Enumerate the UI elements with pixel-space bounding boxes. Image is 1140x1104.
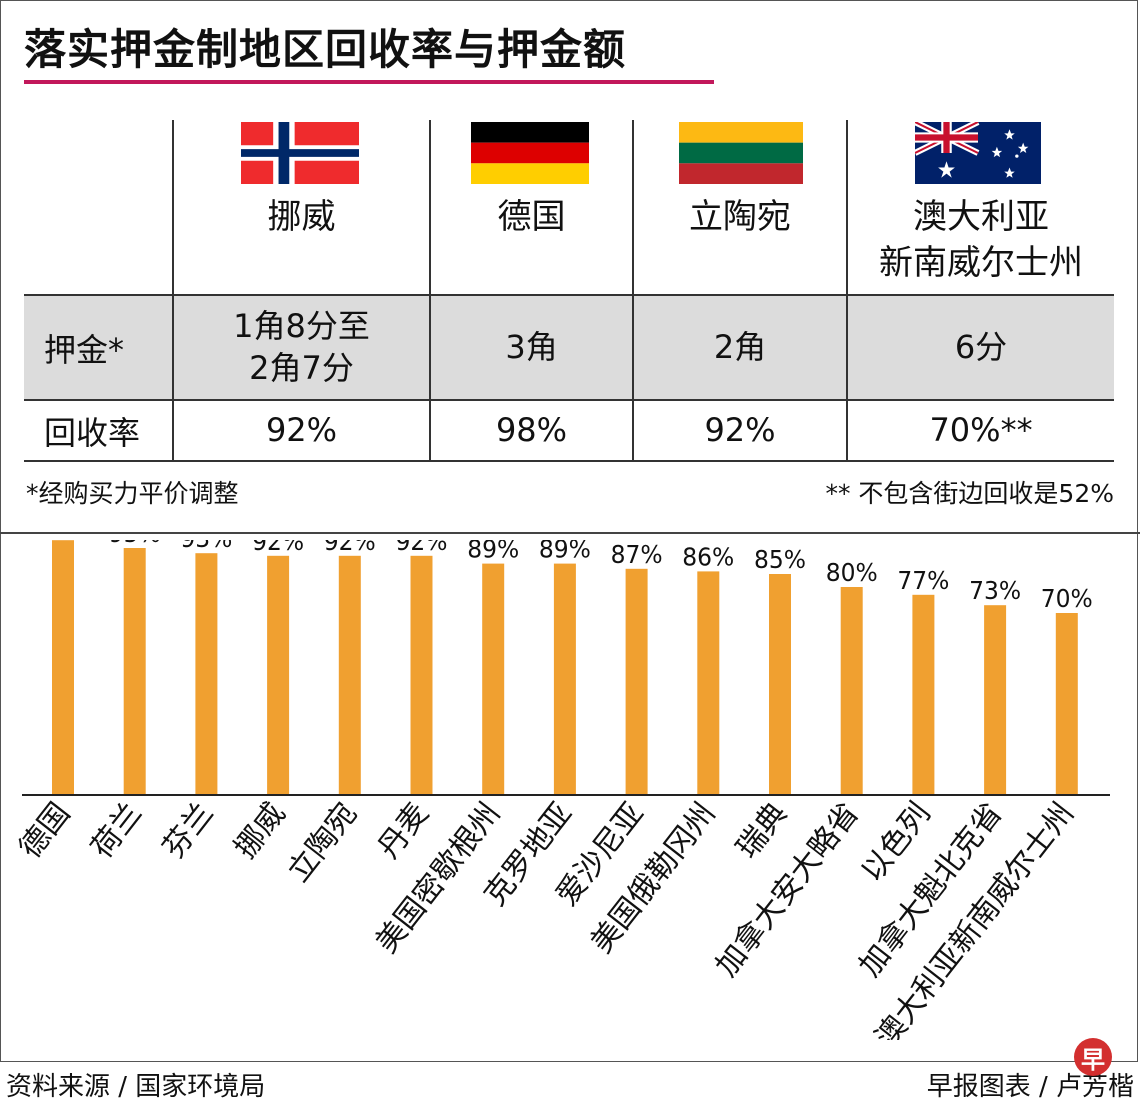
page-title: 落实押金制地区回收率与押金额 (24, 25, 627, 74)
table-rule-top (24, 294, 1114, 296)
title-underline (24, 80, 714, 84)
section-divider (0, 532, 1140, 534)
table-rule-middle (24, 399, 1114, 401)
category-label-2: 芬兰 (156, 796, 221, 865)
bar-11 (840, 587, 863, 795)
country-name-australia-nsw: 澳大利亚 新南威尔士州 (879, 197, 1083, 283)
category-label-5: 丹麦 (371, 796, 436, 865)
value-label-10: 85% (754, 545, 806, 574)
value-label-4: 92% (324, 540, 376, 556)
table-divider (632, 120, 634, 462)
australia-flag-icon (915, 122, 1041, 184)
table-divider (846, 120, 848, 462)
deposit-row-band (24, 296, 1114, 400)
lithuania-flag-icon (679, 122, 803, 184)
value-label-9: 86% (682, 542, 734, 571)
bar-1 (123, 548, 146, 795)
value-label-5: 92% (396, 540, 448, 556)
value-label-2: 93% (180, 540, 232, 553)
bar-7 (553, 563, 576, 795)
country-name-germany: 德国 (497, 197, 566, 237)
value-label-11: 80% (826, 558, 878, 587)
bar-6 (482, 563, 505, 795)
source-credit: 资料来源 / 国家环境局 (6, 1072, 266, 1102)
row-label-recovery-rate: 回收率 (44, 413, 141, 452)
bar-4 (338, 555, 361, 795)
note-excluding-kerbside: ** 不包含街边回收是52% (825, 479, 1114, 508)
recovery-rate-bar-chart: 98%德国95%荷兰93%芬兰92%挪威92%立陶宛92%丹麦89%美国密歇根州… (13, 540, 1110, 1040)
bar-14 (1055, 613, 1078, 795)
value-label-13: 73% (969, 576, 1021, 605)
germany-flag-icon (471, 122, 589, 184)
row-label-deposit: 押金* (44, 331, 125, 369)
rate-cell-australia-nsw: 70%** (929, 410, 1033, 449)
country-name-lithuania: 立陶宛 (689, 197, 791, 237)
note-ppp-adjusted: *经购买力平价调整 (26, 479, 239, 508)
category-label-10: 瑞典 (730, 796, 795, 865)
table-rule-bottom (24, 460, 1114, 462)
norway-flag-icon (241, 122, 359, 184)
bar-12 (912, 594, 935, 795)
value-label-1: 95% (109, 540, 161, 548)
category-label-3: 挪威 (228, 796, 293, 865)
value-label-7: 89% (539, 540, 591, 564)
bar-8 (625, 568, 648, 795)
value-label-6: 89% (467, 540, 519, 564)
deposit-cell-lithuania: 2角 (713, 328, 767, 367)
rate-cell-norway: 92% (265, 410, 338, 449)
bar-2 (195, 553, 218, 795)
country-name-norway: 挪威 (267, 197, 336, 237)
bar-3 (267, 555, 290, 795)
bar-5 (410, 555, 433, 795)
zaobao-logo: 早 (1074, 1038, 1112, 1076)
category-label-0: 德国 (13, 796, 78, 865)
category-label-1: 荷兰 (84, 796, 149, 865)
infographic-frame (0, 0, 1138, 1062)
bar-13 (984, 605, 1007, 795)
rate-cell-lithuania: 92% (704, 410, 776, 449)
bar-9 (697, 571, 720, 795)
table-divider (172, 120, 174, 462)
deposit-cell-germany: 3角 (505, 328, 558, 367)
bar-10 (769, 574, 791, 795)
deposit-cell-norway: 1角8分至 2角7分 (233, 307, 370, 387)
rate-cell-germany: 98% (495, 410, 568, 449)
value-label-14: 70% (1041, 584, 1093, 613)
graphic-credit: 早报图表 / 卢芳楷 (926, 1072, 1134, 1102)
value-label-8: 87% (611, 540, 663, 569)
deposit-cell-australia-nsw: 6分 (954, 328, 1008, 367)
bar-0 (52, 540, 74, 795)
table-divider (429, 120, 431, 462)
value-label-3: 92% (252, 540, 304, 556)
value-label-12: 77% (897, 566, 949, 595)
category-label-4: 立陶宛 (281, 796, 364, 888)
